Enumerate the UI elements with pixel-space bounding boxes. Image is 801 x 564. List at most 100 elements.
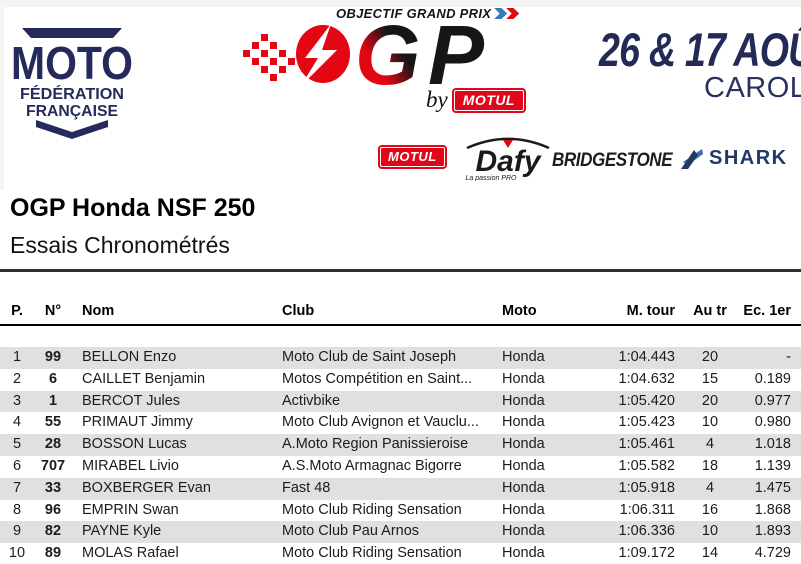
- ffm-logo: MOTO FÉDÉRATION FRANÇAISE: [11, 28, 133, 139]
- sponsor-bridgestone: BRIDGESTONE: [552, 150, 673, 171]
- cell-number: 89: [44, 545, 62, 562]
- table-row: 3 1 BERCOT Jules Activbike Honda 1:05.42…: [0, 390, 801, 413]
- dafy-tagline: La passion PRO: [466, 175, 518, 181]
- cell-number: 28: [44, 436, 62, 453]
- cell-moto: Honda: [502, 349, 545, 365]
- dafy-swoosh-shape: [466, 137, 550, 150]
- column-header-position: P.: [0, 290, 34, 326]
- column-header-at-lap: Au tr: [685, 290, 735, 326]
- cell-moto: Honda: [502, 370, 545, 387]
- ffm-top-bar-shape: [22, 28, 122, 38]
- cell-gap: 1.018: [754, 436, 791, 453]
- cell-moto: Honda: [502, 545, 545, 562]
- chevron-red-icon: [506, 8, 520, 19]
- cell-position: 6: [12, 457, 22, 474]
- cell-best-lap: 1:05.420: [618, 392, 675, 409]
- table-row: 1 99 BELLON Enzo Moto Club de Saint Jose…: [0, 347, 801, 369]
- table-row: 9 82 PAYNE Kyle Moto Club Pau Arnos Hond…: [0, 521, 801, 544]
- cell-name: CAILLET Benjamin: [82, 370, 206, 387]
- cell-at-lap: 20: [701, 392, 719, 409]
- cell-at-lap: 18: [701, 457, 719, 474]
- table-row: 6 707 MIRABEL Livio A.S.Moto Armagnac Bi…: [0, 456, 801, 478]
- table-row: 4 55 PRIMAUT Jimmy Moto Club Avignon et …: [0, 412, 801, 434]
- cell-at-lap: 20: [701, 349, 719, 365]
- cell-name: BOXBERGER Evan: [82, 479, 211, 496]
- table-row: 8 96 EMPRIN Swan Moto Club Riding Sensat…: [0, 500, 801, 522]
- cell-at-lap: 4: [705, 436, 715, 453]
- ffm-chevron-shape: [36, 120, 108, 139]
- cell-number: 55: [44, 414, 62, 431]
- table-row: 7 33 BOXBERGER Evan Fast 48 Honda 1:05.9…: [0, 477, 801, 500]
- ogp-logo: G P: [243, 16, 485, 94]
- page-left-edge: [0, 7, 4, 190]
- table-row: 2 6 CAILLET Benjamin Motos Compétition e…: [0, 369, 801, 391]
- cell-gap: 1.139: [754, 457, 791, 474]
- cell-name: BERCOT Jules: [82, 392, 181, 409]
- cell-position: 2: [12, 370, 22, 387]
- sponsor-dafy: Dafy La passion PRO: [466, 137, 550, 181]
- table-row: 10 89 MOLAS Rafael Moto Club Riding Sens…: [0, 543, 801, 564]
- cell-at-lap: 16: [701, 501, 719, 518]
- column-header-club: Club: [268, 290, 488, 326]
- cell-best-lap: 1:06.336: [618, 523, 675, 540]
- cell-moto: Honda: [502, 392, 545, 409]
- ogp-letter-g: G: [355, 16, 420, 94]
- column-header-moto: Moto: [488, 290, 593, 326]
- cell-number: 96: [44, 501, 62, 518]
- results-table: P. N° Nom Club Moto M. tour Au tr Ec. 1e…: [0, 290, 801, 564]
- cell-gap: 4.729: [754, 545, 791, 562]
- page-subtitle: Essais Chronométrés: [10, 232, 230, 258]
- cell-club: Activbike: [282, 392, 341, 409]
- cell-gap: 1.475: [754, 479, 791, 496]
- cell-moto: Honda: [502, 457, 545, 474]
- results-tbody: 1 99 BELLON Enzo Moto Club de Saint Jose…: [0, 325, 801, 564]
- cell-best-lap: 1:09.172: [618, 545, 675, 562]
- cell-number: 1: [48, 392, 58, 409]
- cell-gap: 0.189: [754, 370, 791, 387]
- cell-name: PRIMAUT Jimmy: [82, 414, 193, 431]
- cell-name: MIRABEL Livio: [82, 457, 179, 474]
- cell-number: 82: [44, 523, 62, 540]
- cell-best-lap: 1:06.311: [619, 501, 675, 518]
- cell-name: MOLAS Rafael: [82, 545, 179, 562]
- cell-name: PAYNE Kyle: [82, 523, 162, 540]
- motul-logo-small: MOTUL: [453, 89, 524, 111]
- ogp-lightning-icon: [301, 24, 337, 86]
- section-divider: [0, 269, 801, 272]
- shark-wordmark: SHARK: [709, 147, 788, 169]
- ogp-letter-p: P: [428, 16, 485, 94]
- cell-best-lap: 1:05.582: [618, 457, 675, 474]
- chevron-blue-icon: [494, 8, 508, 19]
- ffm-word: MOTO: [11, 37, 133, 89]
- by-word: by: [426, 87, 448, 112]
- header-row: P. N° Nom Club Moto M. tour Au tr Ec. 1e…: [0, 290, 801, 326]
- cell-club: A.Moto Region Panissieroise: [282, 436, 469, 453]
- cell-position: 8: [12, 501, 22, 518]
- cell-best-lap: 1:05.423: [618, 414, 675, 431]
- cell-club: Moto Club Riding Sensation: [282, 545, 462, 562]
- cell-name: EMPRIN Swan: [82, 501, 179, 518]
- results-table-header: P. N° Nom Club Moto M. tour Au tr Ec. 1e…: [0, 290, 801, 326]
- cell-club: Moto Club Avignon et Vauclu...: [282, 414, 479, 431]
- cell-at-lap: 14: [701, 545, 719, 562]
- cell-gap: 1.868: [754, 501, 791, 518]
- cell-at-lap: 4: [705, 479, 715, 496]
- cell-gap: 0.980: [754, 414, 791, 431]
- cell-moto: Honda: [502, 501, 545, 518]
- ffm-line3: FRANÇAISE: [26, 103, 118, 120]
- cell-best-lap: 1:04.632: [618, 370, 675, 387]
- cell-moto: Honda: [502, 414, 545, 431]
- event-location: CAROLE: [704, 72, 801, 104]
- sponsor-shark: SHARK: [679, 147, 788, 170]
- event-dates: 26 & 17 AOÛT: [599, 23, 801, 76]
- column-header-best-lap: M. tour: [593, 290, 685, 326]
- cell-club: Motos Compétition en Saint...: [282, 370, 473, 387]
- cell-position: 9: [12, 523, 22, 540]
- cell-at-lap: 10: [701, 414, 719, 431]
- cell-gap: 1.893: [754, 523, 791, 540]
- cell-moto: Honda: [502, 479, 545, 496]
- cell-position: 4: [12, 414, 22, 431]
- ogp-tagline: OBJECTIF GRAND PRIX: [336, 6, 520, 21]
- cell-at-lap: 10: [701, 523, 719, 540]
- dafy-wordmark: Dafy: [475, 145, 541, 178]
